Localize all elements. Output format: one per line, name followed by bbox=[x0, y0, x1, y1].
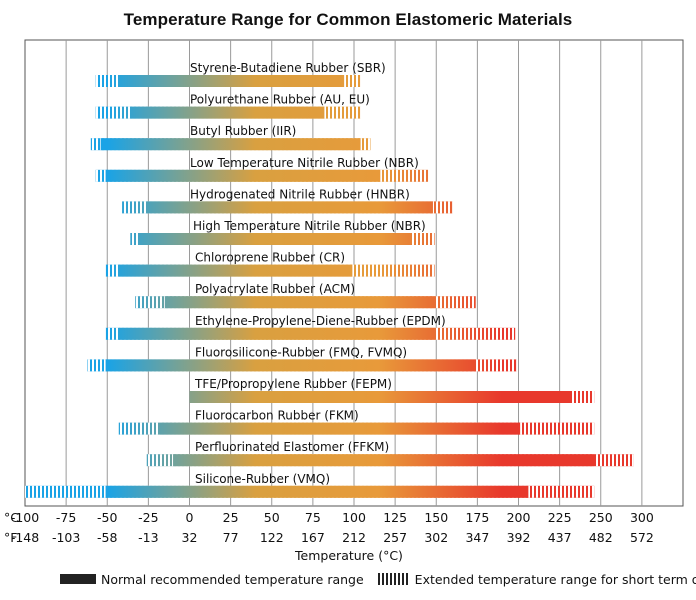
material-label: Perfluorinated Elastomer (FFKM) bbox=[195, 440, 389, 454]
material-label: Fluorosilicone-Rubber (FMQ, FVMQ) bbox=[195, 345, 407, 359]
x-tick-fahrenheit: 347 bbox=[465, 530, 489, 545]
material-label: TFE/Propropylene Rubber (FEPM) bbox=[194, 377, 392, 391]
x-tick-fahrenheit: 212 bbox=[342, 530, 366, 545]
x-tick-celsius: 300 bbox=[630, 510, 654, 525]
normal-range-bar bbox=[105, 169, 381, 182]
x-axis-label: Temperature (°C) bbox=[294, 548, 403, 563]
material-label: Polyacrylate Rubber (ACM) bbox=[195, 282, 355, 296]
material-label: High Temperature Nitrile Rubber (NBR) bbox=[193, 219, 426, 233]
material-row: Polyurethane Rubber (AU, EU) bbox=[95, 93, 370, 119]
x-tick-fahrenheit: 437 bbox=[548, 530, 572, 545]
x-tick-fahrenheit: 32 bbox=[182, 530, 198, 545]
material-row: Hydrogenated Nitrile Rubber (HNBR) bbox=[122, 187, 453, 214]
x-tick-celsius: 75 bbox=[305, 510, 321, 525]
x-tick-celsius: -25 bbox=[138, 510, 158, 525]
x-tick-fahrenheit: 257 bbox=[383, 530, 407, 545]
normal-range-bar bbox=[173, 454, 595, 467]
x-tick-fahrenheit: 122 bbox=[260, 530, 284, 545]
legend-solid-swatch bbox=[60, 574, 96, 584]
x-tick-fahrenheit: 77 bbox=[223, 530, 239, 545]
x-tick-celsius: -100 bbox=[11, 510, 39, 525]
x-tick-fahrenheit: 392 bbox=[507, 530, 531, 545]
x-tick-fahrenheit: -148 bbox=[11, 530, 39, 545]
normal-range-bar bbox=[130, 106, 325, 119]
material-label: Polyurethane Rubber (AU, EU) bbox=[190, 93, 370, 107]
normal-range-bar bbox=[100, 138, 361, 151]
x-tick-celsius: 200 bbox=[507, 510, 531, 525]
x-tick-fahrenheit: -58 bbox=[97, 530, 117, 545]
material-label: Silicone-Rubber (VMQ) bbox=[195, 472, 330, 486]
normal-range-bar bbox=[164, 296, 435, 309]
material-row: High Temperature Nitrile Rubber (NBR) bbox=[130, 219, 435, 245]
material-label: Ethylene-Propylene-Diene-Rubber (EPDM) bbox=[195, 314, 446, 328]
x-tick-celsius: 225 bbox=[548, 510, 572, 525]
material-label: Chloroprene Rubber (CR) bbox=[195, 251, 345, 265]
material-row: TFE/Propropylene Rubber (FEPM) bbox=[189, 377, 595, 403]
material-row: Silicone-Rubber (VMQ) bbox=[25, 472, 595, 498]
normal-range-bar bbox=[159, 422, 521, 435]
x-tick-fahrenheit: -103 bbox=[52, 530, 80, 545]
x-tick-celsius: 25 bbox=[223, 510, 239, 525]
x-tick-celsius: 175 bbox=[465, 510, 489, 525]
legend-normal-label: Normal recommended temperature range bbox=[101, 571, 364, 587]
x-tick-fahrenheit: 302 bbox=[424, 530, 448, 545]
normal-range-bar bbox=[118, 264, 353, 277]
x-tick-celsius: 100 bbox=[342, 510, 366, 525]
x-tick-celsius: 50 bbox=[264, 510, 280, 525]
material-label: Fluorocarbon Rubber (FKM) bbox=[195, 409, 359, 423]
x-tick-fahrenheit: 572 bbox=[630, 530, 654, 545]
x-tick-fahrenheit: 482 bbox=[589, 530, 613, 545]
normal-range-bar bbox=[105, 359, 476, 372]
x-tick-celsius: 250 bbox=[589, 510, 613, 525]
normal-range-bar bbox=[138, 233, 412, 245]
legend-hatch-swatch bbox=[377, 573, 410, 585]
material-row: Styrene-Butadiene Rubber (SBR) bbox=[95, 61, 386, 87]
fahrenheit-prefix: °F bbox=[4, 530, 17, 545]
material-row: Butyl Rubber (IIR) bbox=[90, 124, 371, 151]
legend: Normal recommended temperature range Ext… bbox=[60, 571, 696, 587]
material-row: Perfluorinated Elastomer (FFKM) bbox=[146, 440, 634, 467]
x-tick-celsius: 0 bbox=[186, 510, 194, 525]
material-label: Low Temperature Nitrile Rubber (NBR) bbox=[190, 156, 419, 170]
material-label: Styrene-Butadiene Rubber (SBR) bbox=[190, 61, 386, 75]
x-tick-celsius: 125 bbox=[383, 510, 407, 525]
x-tick-celsius: -50 bbox=[97, 510, 117, 525]
material-row: Polyacrylate Rubber (ACM) bbox=[135, 282, 476, 309]
material-row: Chloroprene Rubber (CR) bbox=[105, 251, 435, 277]
material-label: Hydrogenated Nitrile Rubber (HNBR) bbox=[190, 187, 410, 201]
normal-range-bar bbox=[146, 201, 433, 214]
x-tick-fahrenheit: -13 bbox=[138, 530, 158, 545]
normal-range-bar bbox=[105, 485, 529, 498]
normal-range-bar bbox=[118, 327, 435, 340]
legend-extended-label: Extended temperature range for short ter… bbox=[414, 571, 696, 587]
material-row: Fluorocarbon Rubber (FKM) bbox=[118, 409, 595, 435]
chart-title: Temperature Range for Common Elastomeric… bbox=[123, 10, 573, 29]
material-row: Fluorosilicone-Rubber (FMQ, FVMQ) bbox=[87, 345, 517, 372]
material-row: Ethylene-Propylene-Diene-Rubber (EPDM) bbox=[105, 314, 516, 340]
normal-range-bar bbox=[118, 75, 345, 87]
x-tick-fahrenheit: 167 bbox=[301, 530, 325, 545]
axis: °C °F Temperature (°C) -100 -148 -75 -103 -5… bbox=[4, 510, 654, 563]
celsius-prefix: °C bbox=[4, 510, 19, 525]
normal-range-bar bbox=[189, 391, 572, 403]
x-tick-celsius: -75 bbox=[56, 510, 76, 525]
x-tick-celsius: 150 bbox=[424, 510, 448, 525]
material-label: Butyl Rubber (IIR) bbox=[190, 124, 296, 138]
material-row: Low Temperature Nitrile Rubber (NBR) bbox=[95, 156, 429, 182]
bars: Styrene-Butadiene Rubber (SBR) Polyuretha… bbox=[25, 61, 634, 498]
